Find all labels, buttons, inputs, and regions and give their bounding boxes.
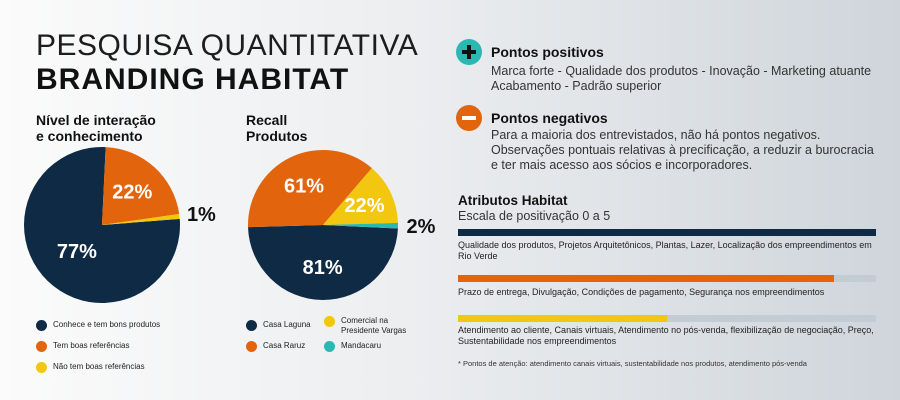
pie-data-label: 77% xyxy=(57,241,97,263)
chart1-title-line2: e conhecimento xyxy=(36,128,143,144)
pie-data-label: 61% xyxy=(284,175,324,197)
negatives-text: Para a maioria dos entrevistados, não há… xyxy=(491,128,891,173)
page-title-line1: PESQUISA QUANTITATIVA xyxy=(36,29,419,62)
bar-label: Qualidade dos produtos, Projetos Arquite… xyxy=(458,240,872,261)
pie-chart-recall: 81% 61% 22% 2% xyxy=(248,150,436,301)
legend-label: Não tem boas referências xyxy=(53,362,145,371)
bar-track xyxy=(458,275,876,282)
chart2-title-line1: Recall xyxy=(246,112,288,128)
legend-label: Mandacaru xyxy=(341,341,382,350)
pie-data-label: 81% xyxy=(303,257,343,279)
legend-label: Casa Raruz xyxy=(263,341,306,350)
legend-dot xyxy=(246,320,257,331)
legend-dot xyxy=(36,362,47,373)
legend-item: Casa Laguna xyxy=(246,320,311,331)
bar-label: Prazo de entrega, Divulgação, Condições … xyxy=(458,287,825,297)
legend-label: Tem boas referências xyxy=(53,341,130,350)
pie-slice xyxy=(24,147,181,303)
negatives-line: Para a maioria dos entrevistados, não há… xyxy=(491,128,821,142)
legend-label: Comercial na Presidente Vargas xyxy=(341,316,407,335)
positives-line: Acabamento - Padrão superior xyxy=(491,79,662,93)
bar-track xyxy=(458,229,876,236)
positives-title: Pontos positivos xyxy=(491,44,604,60)
negatives-line: e ter mais acesso aos sócios e incorpora… xyxy=(491,158,753,172)
legend-item: Comercial na Presidente Vargas xyxy=(324,316,419,336)
legend-dot xyxy=(36,341,47,352)
pie-slice xyxy=(248,150,372,228)
legend-dot xyxy=(36,320,47,331)
bar-fill xyxy=(458,315,667,322)
pie-chart-interacao: 77% 22% 1% xyxy=(24,147,216,303)
legend-label: Casa Laguna xyxy=(263,320,311,329)
bar-fill xyxy=(458,275,835,282)
legend-item: Mandacaru xyxy=(324,341,381,352)
pie-slice xyxy=(102,214,180,225)
bar-track xyxy=(458,315,876,322)
pie-data-label: 2% xyxy=(407,216,436,238)
chart1-title: Nível de interação e conhecimento xyxy=(36,112,156,144)
pie-data-label: 1% xyxy=(187,204,216,226)
legend-item: Casa Raruz xyxy=(246,341,305,352)
positives-text: Marca forte - Qualidade dos produtos - I… xyxy=(491,64,891,94)
chart2-title-line2: Produtos xyxy=(246,128,308,144)
negatives-title: Pontos negativos xyxy=(491,110,608,126)
page-title-line2: BRANDING HABITAT xyxy=(36,63,350,96)
plus-icon xyxy=(456,39,482,65)
legend-dot xyxy=(324,341,335,352)
negatives-line: Observações pontuais relativas à precifi… xyxy=(491,143,874,157)
chart2-title: Recall Produtos xyxy=(246,112,307,144)
legend-item: Não tem boas referências xyxy=(36,362,145,373)
attributes-title: Atributos Habitat xyxy=(458,193,568,208)
attributes-subtitle: Escala de positivação 0 a 5 xyxy=(458,209,611,223)
legend-label: Conhece e tem bons produtos xyxy=(53,320,161,329)
bar-fill xyxy=(458,229,876,236)
pie-slice xyxy=(323,168,398,225)
legend-dot xyxy=(246,341,257,352)
pie-data-label: 22% xyxy=(112,182,152,204)
pie-slice xyxy=(248,225,398,301)
legend-dot xyxy=(324,316,335,327)
pie-slice xyxy=(323,222,398,229)
chart1-title-line1: Nível de interação xyxy=(36,112,156,128)
pie-data-label: 22% xyxy=(345,195,385,217)
minus-icon xyxy=(456,105,482,131)
legend-item: Conhece e tem bons produtos xyxy=(36,320,160,331)
pie-slice xyxy=(102,147,180,225)
legend-item: Tem boas referências xyxy=(36,341,129,352)
positives-line: Marca forte - Qualidade dos produtos - I… xyxy=(491,64,872,78)
bar-label: Atendimento ao cliente, Canais virtuais,… xyxy=(458,325,874,346)
attributes-note: * Pontos de atenção: atendimento canais … xyxy=(458,359,807,368)
